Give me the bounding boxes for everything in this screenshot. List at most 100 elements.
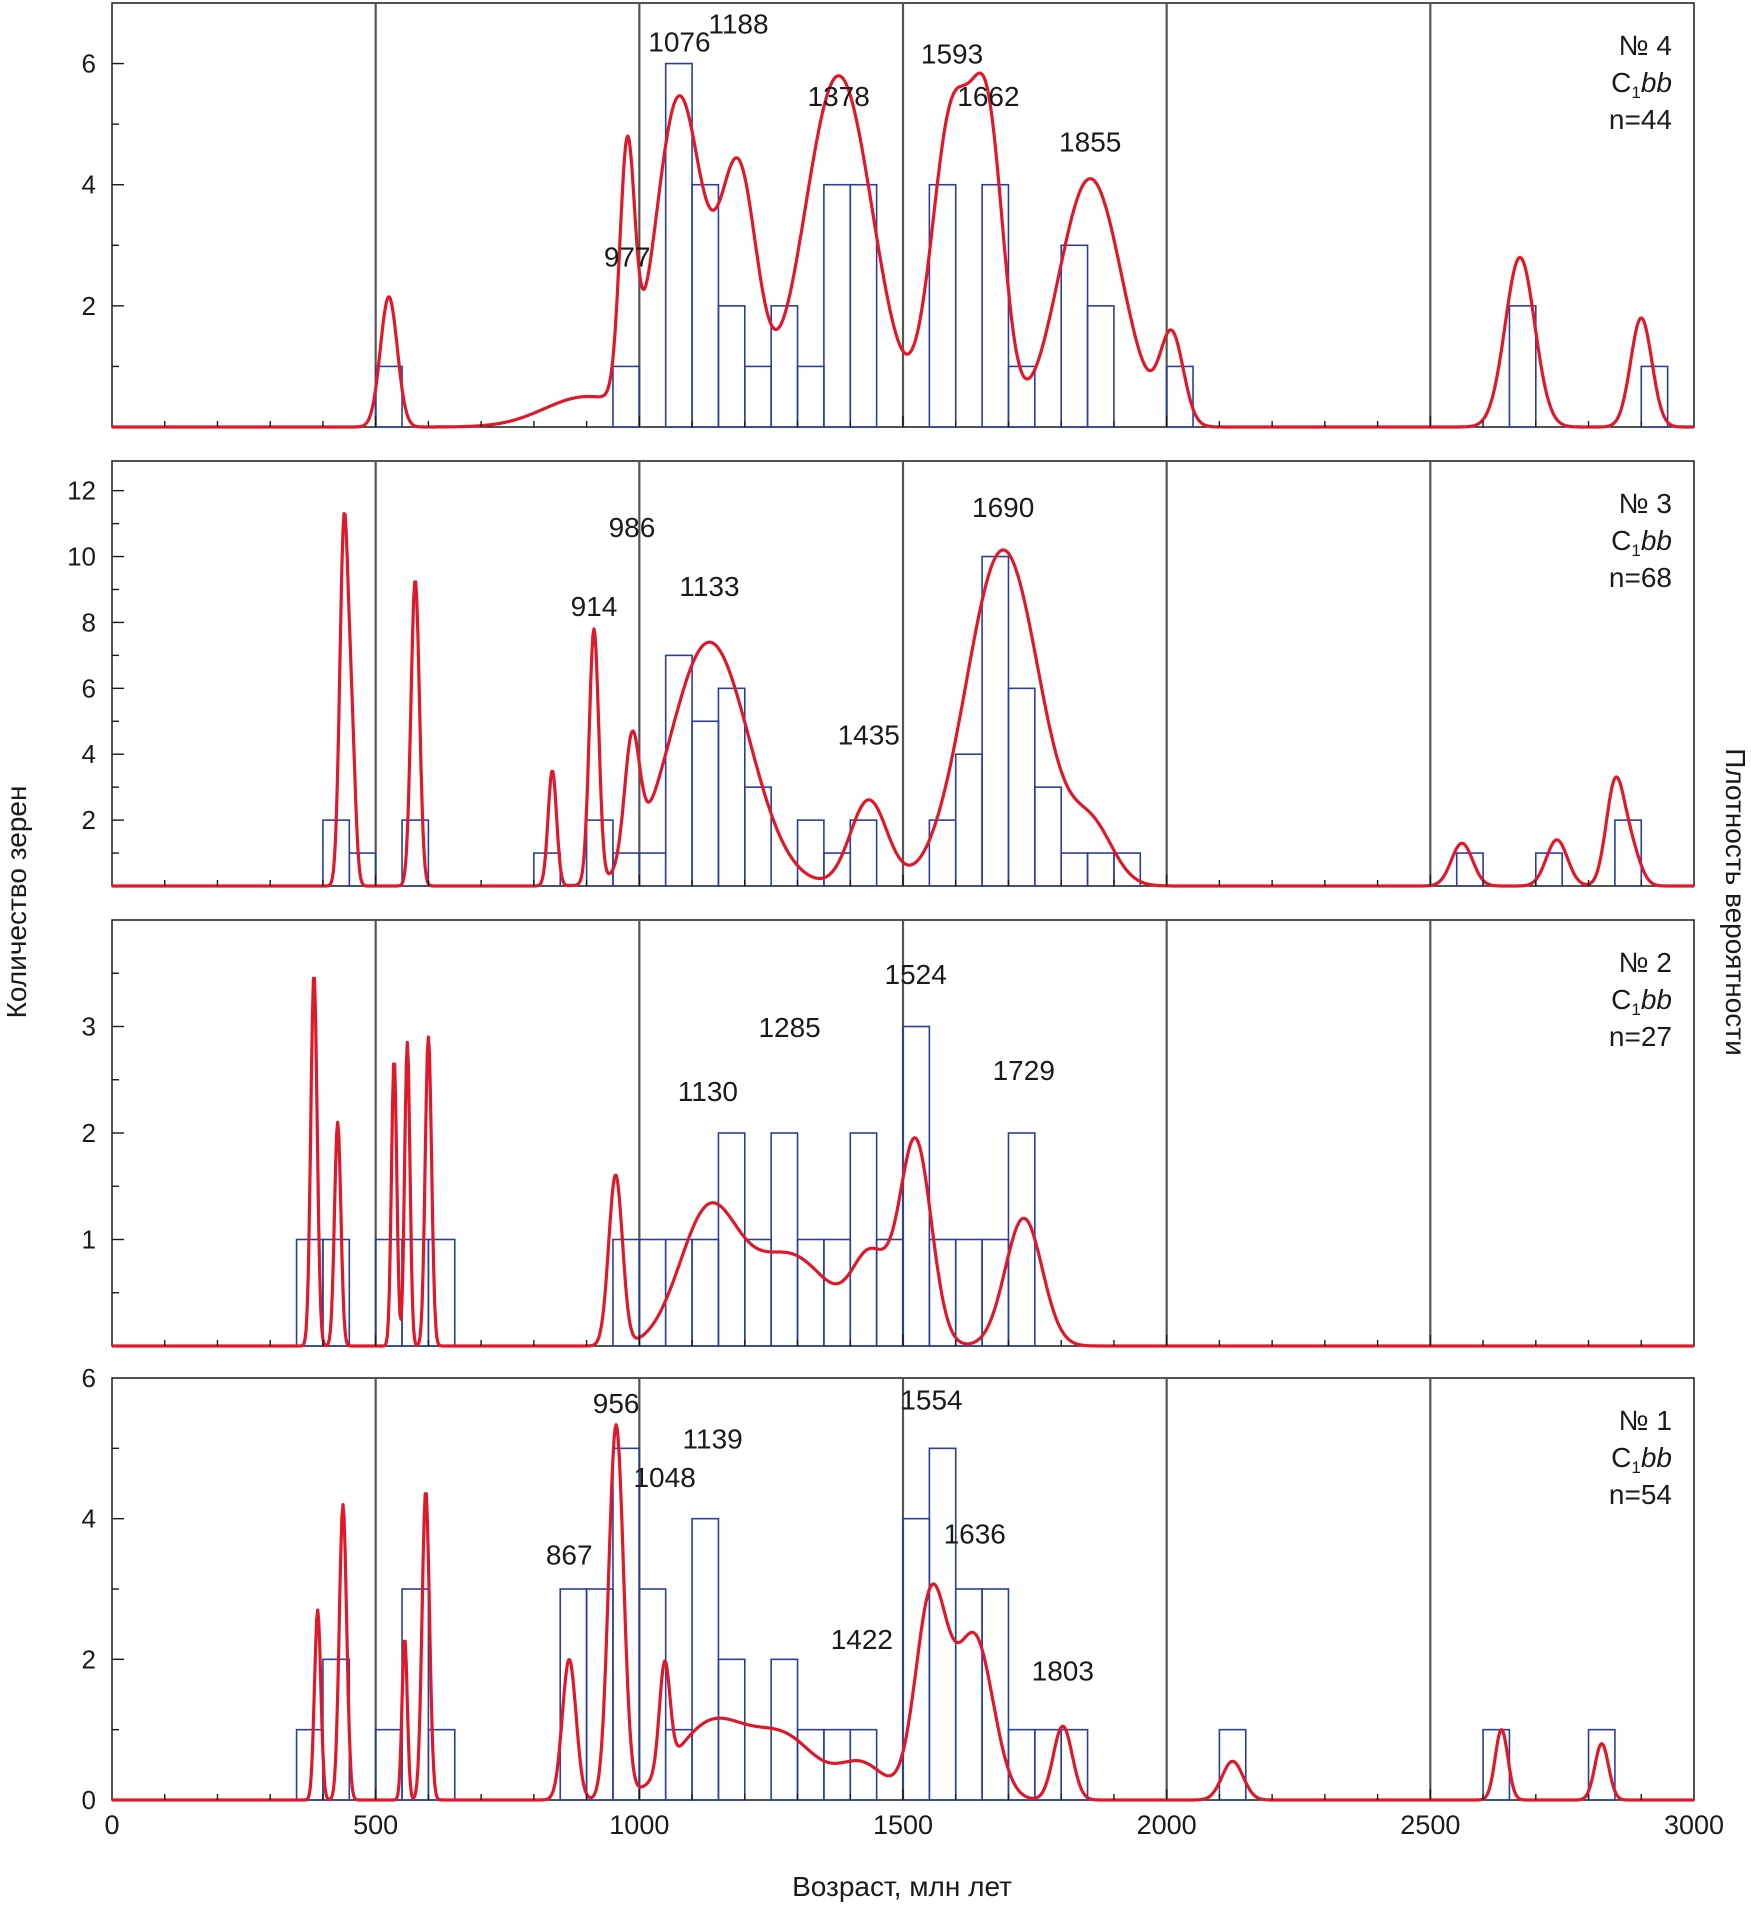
- peak-label-914: 914: [571, 591, 618, 622]
- peak-label-1076: 1076: [648, 26, 710, 57]
- histogram-bar-950: [612, 365, 641, 428]
- peak-label-1554: 1554: [900, 1385, 962, 1416]
- histogram-bar-400: [322, 1238, 351, 1347]
- panel-1: 2 4 6 0 956 1139 1048 867 1554 1636 1422 1803 № 1 C1b…: [82, 1363, 1695, 1815]
- formation-subscript: 1: [1631, 83, 1640, 102]
- y-tick-label: 6: [82, 673, 96, 703]
- formation-italic: bb: [1641, 525, 1672, 556]
- peak-label-1803: 1803: [1032, 1655, 1094, 1686]
- x-tick-label-2500: 2500: [1400, 1810, 1460, 1840]
- histogram-bar-1750: [1034, 786, 1063, 887]
- histogram-bar-1150: [717, 1658, 746, 1801]
- histogram-bar-1400: [849, 1728, 878, 1801]
- histogram-bar-2900: [1640, 365, 1669, 428]
- sample-formation: C1bb: [1611, 1442, 1672, 1477]
- histogram-bar-1850: [1086, 305, 1115, 428]
- x-tick-label-0: 0: [104, 1810, 119, 1840]
- y-tick-label: 1: [82, 1225, 96, 1255]
- peak-label-977: 977: [604, 241, 651, 272]
- histogram-bar-1700: [1007, 365, 1036, 428]
- peak-label-867: 867: [546, 1539, 593, 1570]
- histogram-bar-1400: [849, 183, 878, 428]
- formation-italic: bb: [1641, 67, 1672, 98]
- y-tick-label: 12: [67, 476, 96, 506]
- x-tick-label-500: 500: [353, 1810, 398, 1840]
- histogram-bar-1000: [638, 1588, 667, 1801]
- peak-label-1285: 1285: [758, 1012, 820, 1043]
- histogram-bar-1900: [1113, 852, 1142, 887]
- histogram-bar-1400: [849, 819, 878, 887]
- peak-label-1130: 1130: [678, 1076, 738, 1107]
- formation-subscript: 1: [1631, 1000, 1640, 1019]
- formation-subscript: 1: [1631, 541, 1640, 560]
- sample-formation: C1bb: [1611, 525, 1672, 560]
- y-tick-label: 2: [82, 805, 96, 835]
- y-tick-label: 2: [82, 1644, 96, 1674]
- peak-label-986: 986: [609, 512, 656, 543]
- histogram-bar-1800: [1060, 1728, 1089, 1801]
- formation-italic: bb: [1641, 984, 1672, 1015]
- y-tick-label: 6: [82, 49, 96, 79]
- y-tick-label: 10: [67, 542, 96, 572]
- peak-label-1593: 1593: [921, 39, 983, 70]
- sample-count: n=54: [1609, 1479, 1672, 1510]
- x-tick-label-1500: 1500: [873, 1810, 933, 1840]
- histogram-bar-2000: [1165, 365, 1194, 428]
- peak-label-1139: 1139: [683, 1423, 743, 1454]
- peak-label-956: 956: [593, 1388, 640, 1419]
- peak-label-1636: 1636: [944, 1518, 1006, 1549]
- x-axis-title: Возраст, млн лет: [792, 1871, 1012, 1902]
- y-tick-label: 8: [82, 607, 96, 637]
- right-axis-title: Плотность вероятности: [1720, 748, 1751, 1056]
- y-tick-label: 3: [82, 1012, 96, 1042]
- peak-label-1435: 1435: [838, 719, 900, 750]
- y-tick-label: 0: [82, 1785, 96, 1815]
- histogram-bar-1650: [981, 1588, 1010, 1801]
- peak-label-1378: 1378: [808, 81, 870, 112]
- sample-formation: C1bb: [1611, 984, 1672, 1019]
- peak-label-1524: 1524: [885, 959, 947, 990]
- sample-formation: C1bb: [1611, 67, 1672, 102]
- peak-label-1422: 1422: [831, 1624, 893, 1655]
- sample-number: № 1: [1619, 1405, 1672, 1436]
- peak-label-1729: 1729: [993, 1055, 1055, 1086]
- peak-label-1855: 1855: [1059, 126, 1121, 157]
- y-tick-label: 2: [82, 291, 96, 321]
- x-tick-label-1000: 1000: [609, 1810, 669, 1840]
- peak-label-1133: 1133: [679, 571, 739, 602]
- histogram-bar-2650: [1508, 305, 1537, 428]
- formation-italic: bb: [1641, 1442, 1672, 1473]
- peak-label-1662: 1662: [957, 81, 1019, 112]
- formation-main: C: [1611, 525, 1631, 556]
- sample-count: n=27: [1609, 1021, 1672, 1052]
- peak-label-1690: 1690: [972, 492, 1034, 523]
- histogram-bar-1550: [928, 183, 957, 428]
- peak-label-1188: 1188: [708, 8, 768, 39]
- sample-count: n=44: [1609, 104, 1672, 135]
- histogram-bar-550: [401, 819, 430, 887]
- formation-subscript: 1: [1631, 1458, 1640, 1477]
- histogram-bar-1650: [981, 183, 1010, 428]
- sample-number: № 3: [1619, 488, 1672, 519]
- histogram-bar-2800: [1587, 1728, 1616, 1801]
- y-tick-label: 2: [82, 1118, 96, 1148]
- y-tick-label: 6: [82, 1363, 96, 1393]
- sample-number: № 4: [1619, 30, 1672, 61]
- y-axis-title: Количество зерен: [1, 786, 32, 1019]
- histogram-bar-1200: [743, 786, 772, 887]
- y-tick-label: 4: [82, 170, 96, 200]
- sample-count: n=68: [1609, 562, 1672, 593]
- formation-main: C: [1611, 1442, 1631, 1473]
- formation-main: C: [1611, 984, 1631, 1015]
- sample-number: № 2: [1619, 947, 1672, 978]
- x-tick-label-3000: 3000: [1664, 1810, 1724, 1840]
- peak-label-1048: 1048: [633, 1462, 695, 1493]
- y-tick-label: 4: [82, 1504, 96, 1534]
- formation-main: C: [1611, 67, 1631, 98]
- y-tick-label: 4: [82, 739, 96, 769]
